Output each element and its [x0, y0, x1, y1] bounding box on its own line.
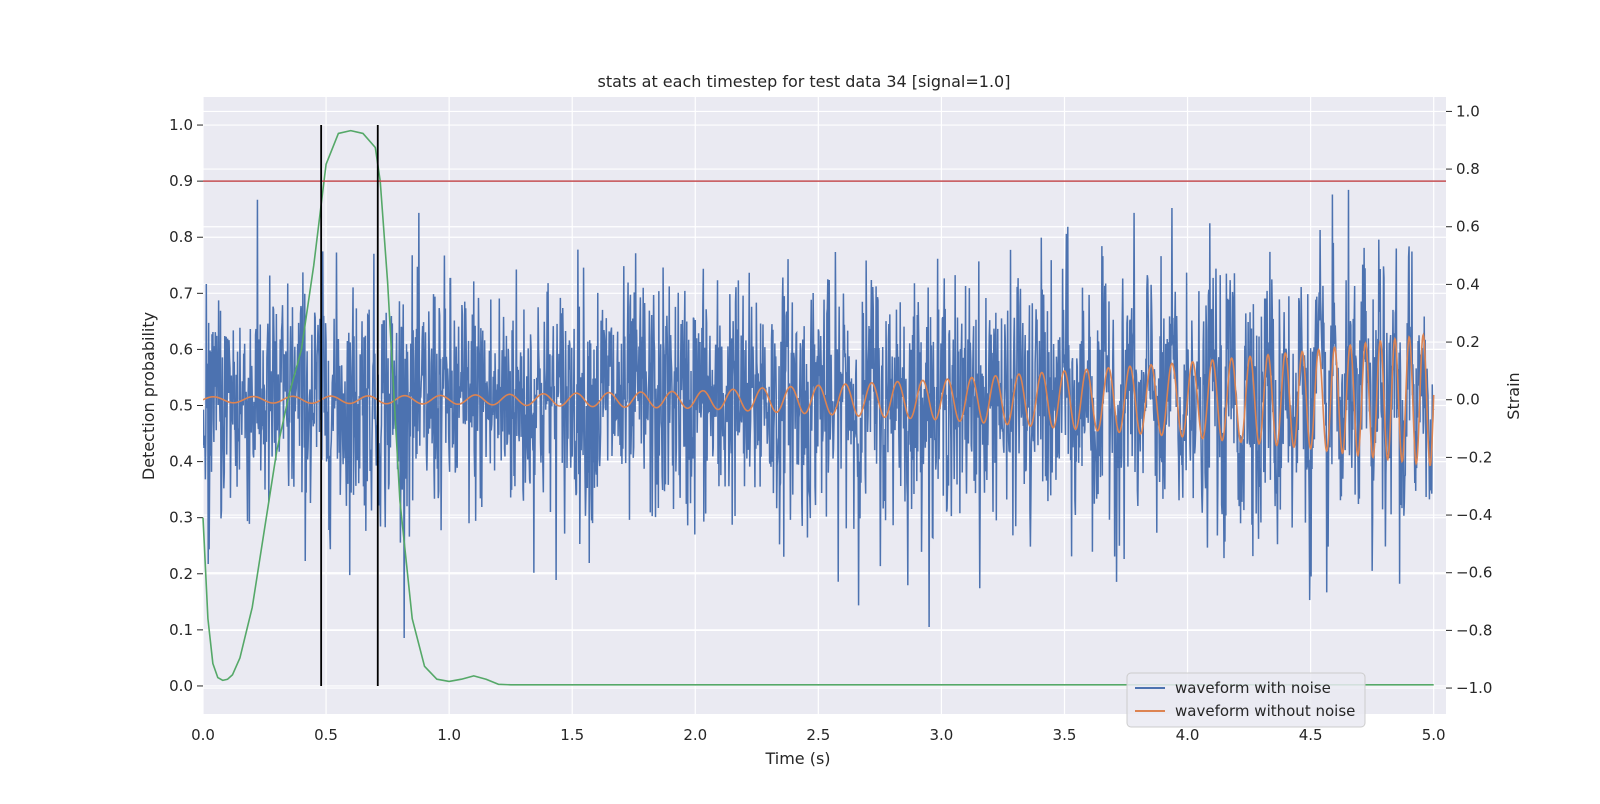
x-tick-label: 0.0 [191, 726, 215, 744]
y-tick-label-right: 0.4 [1456, 275, 1480, 293]
y-axis-label-left: Detection probability [139, 312, 158, 480]
legend-box [1126, 672, 1366, 728]
y-tick-label-left: 0.2 [169, 565, 193, 583]
y-tick-label-left: 0.7 [169, 284, 193, 302]
y-tick-label-left: 0.6 [169, 340, 193, 358]
y-ticks-right: −1.0 −0.8 −0.6 −0.4 −0.2 0.0 0.2 0.4 0.6 0.8 1.0 [1446, 102, 1492, 697]
x-ticks: 0.0 0.5 1.0 1.5 2.0 2.5 3.0 3.5 4.0 4.5 5.0 [191, 726, 1446, 744]
x-tick-label: 1.0 [437, 726, 461, 744]
x-tick-label: 2.0 [683, 726, 707, 744]
y-tick-label-right: −0.4 [1456, 506, 1492, 524]
y-tick-label-left: 1.0 [169, 116, 193, 134]
x-tick-label: 3.5 [1053, 726, 1077, 744]
y-axis-label-right: Strain [1504, 372, 1523, 419]
x-tick-label: 4.0 [1176, 726, 1200, 744]
series-detection-probability [202, 129, 1434, 686]
chart-title: stats at each timestep for test data 34 … [598, 72, 1011, 91]
y-tick-label-right: −1.0 [1456, 679, 1492, 697]
y-tick-label-right: 0.6 [1456, 218, 1480, 236]
y-tick-label-left: 0.1 [169, 621, 193, 639]
y-ticks-left: 0.0 0.1 0.2 0.3 0.4 0.5 0.6 0.7 0.8 0.9 1.0 [169, 116, 203, 695]
y-tick-label-right: −0.2 [1456, 448, 1492, 466]
y-tick-label-left: 0.8 [169, 228, 193, 246]
y-tick-label-left: 0.0 [169, 677, 193, 695]
y-tick-label-right: 0.0 [1456, 391, 1480, 409]
x-tick-label: 3.0 [929, 726, 953, 744]
y-tick-label-left: 0.4 [169, 453, 193, 471]
y-tick-label-left: 0.9 [169, 172, 193, 190]
y-tick-label-right: −0.8 [1456, 621, 1492, 639]
y-tick-label-right: −0.6 [1456, 564, 1492, 582]
series-waveform-without-noise [203, 332, 1435, 467]
x-tick-label: 5.0 [1422, 726, 1446, 744]
y-tick-label-right: 1.0 [1456, 102, 1480, 120]
x-tick-label: 0.5 [314, 726, 338, 744]
y-tick-label-left: 0.5 [169, 397, 193, 415]
legend: waveform with noise waveform without nois… [1126, 672, 1366, 728]
y-tick-label-right: 0.2 [1456, 333, 1480, 351]
x-tick-label: 2.5 [806, 726, 830, 744]
legend-label: waveform without noise [1175, 702, 1355, 720]
y-tick-label-left: 0.3 [169, 509, 193, 527]
legend-label: waveform with noise [1175, 679, 1331, 697]
x-tick-label: 1.5 [560, 726, 584, 744]
x-axis-label: Time (s) [764, 749, 830, 768]
y-tick-label-right: 0.8 [1456, 160, 1480, 178]
x-tick-label: 4.5 [1299, 726, 1323, 744]
